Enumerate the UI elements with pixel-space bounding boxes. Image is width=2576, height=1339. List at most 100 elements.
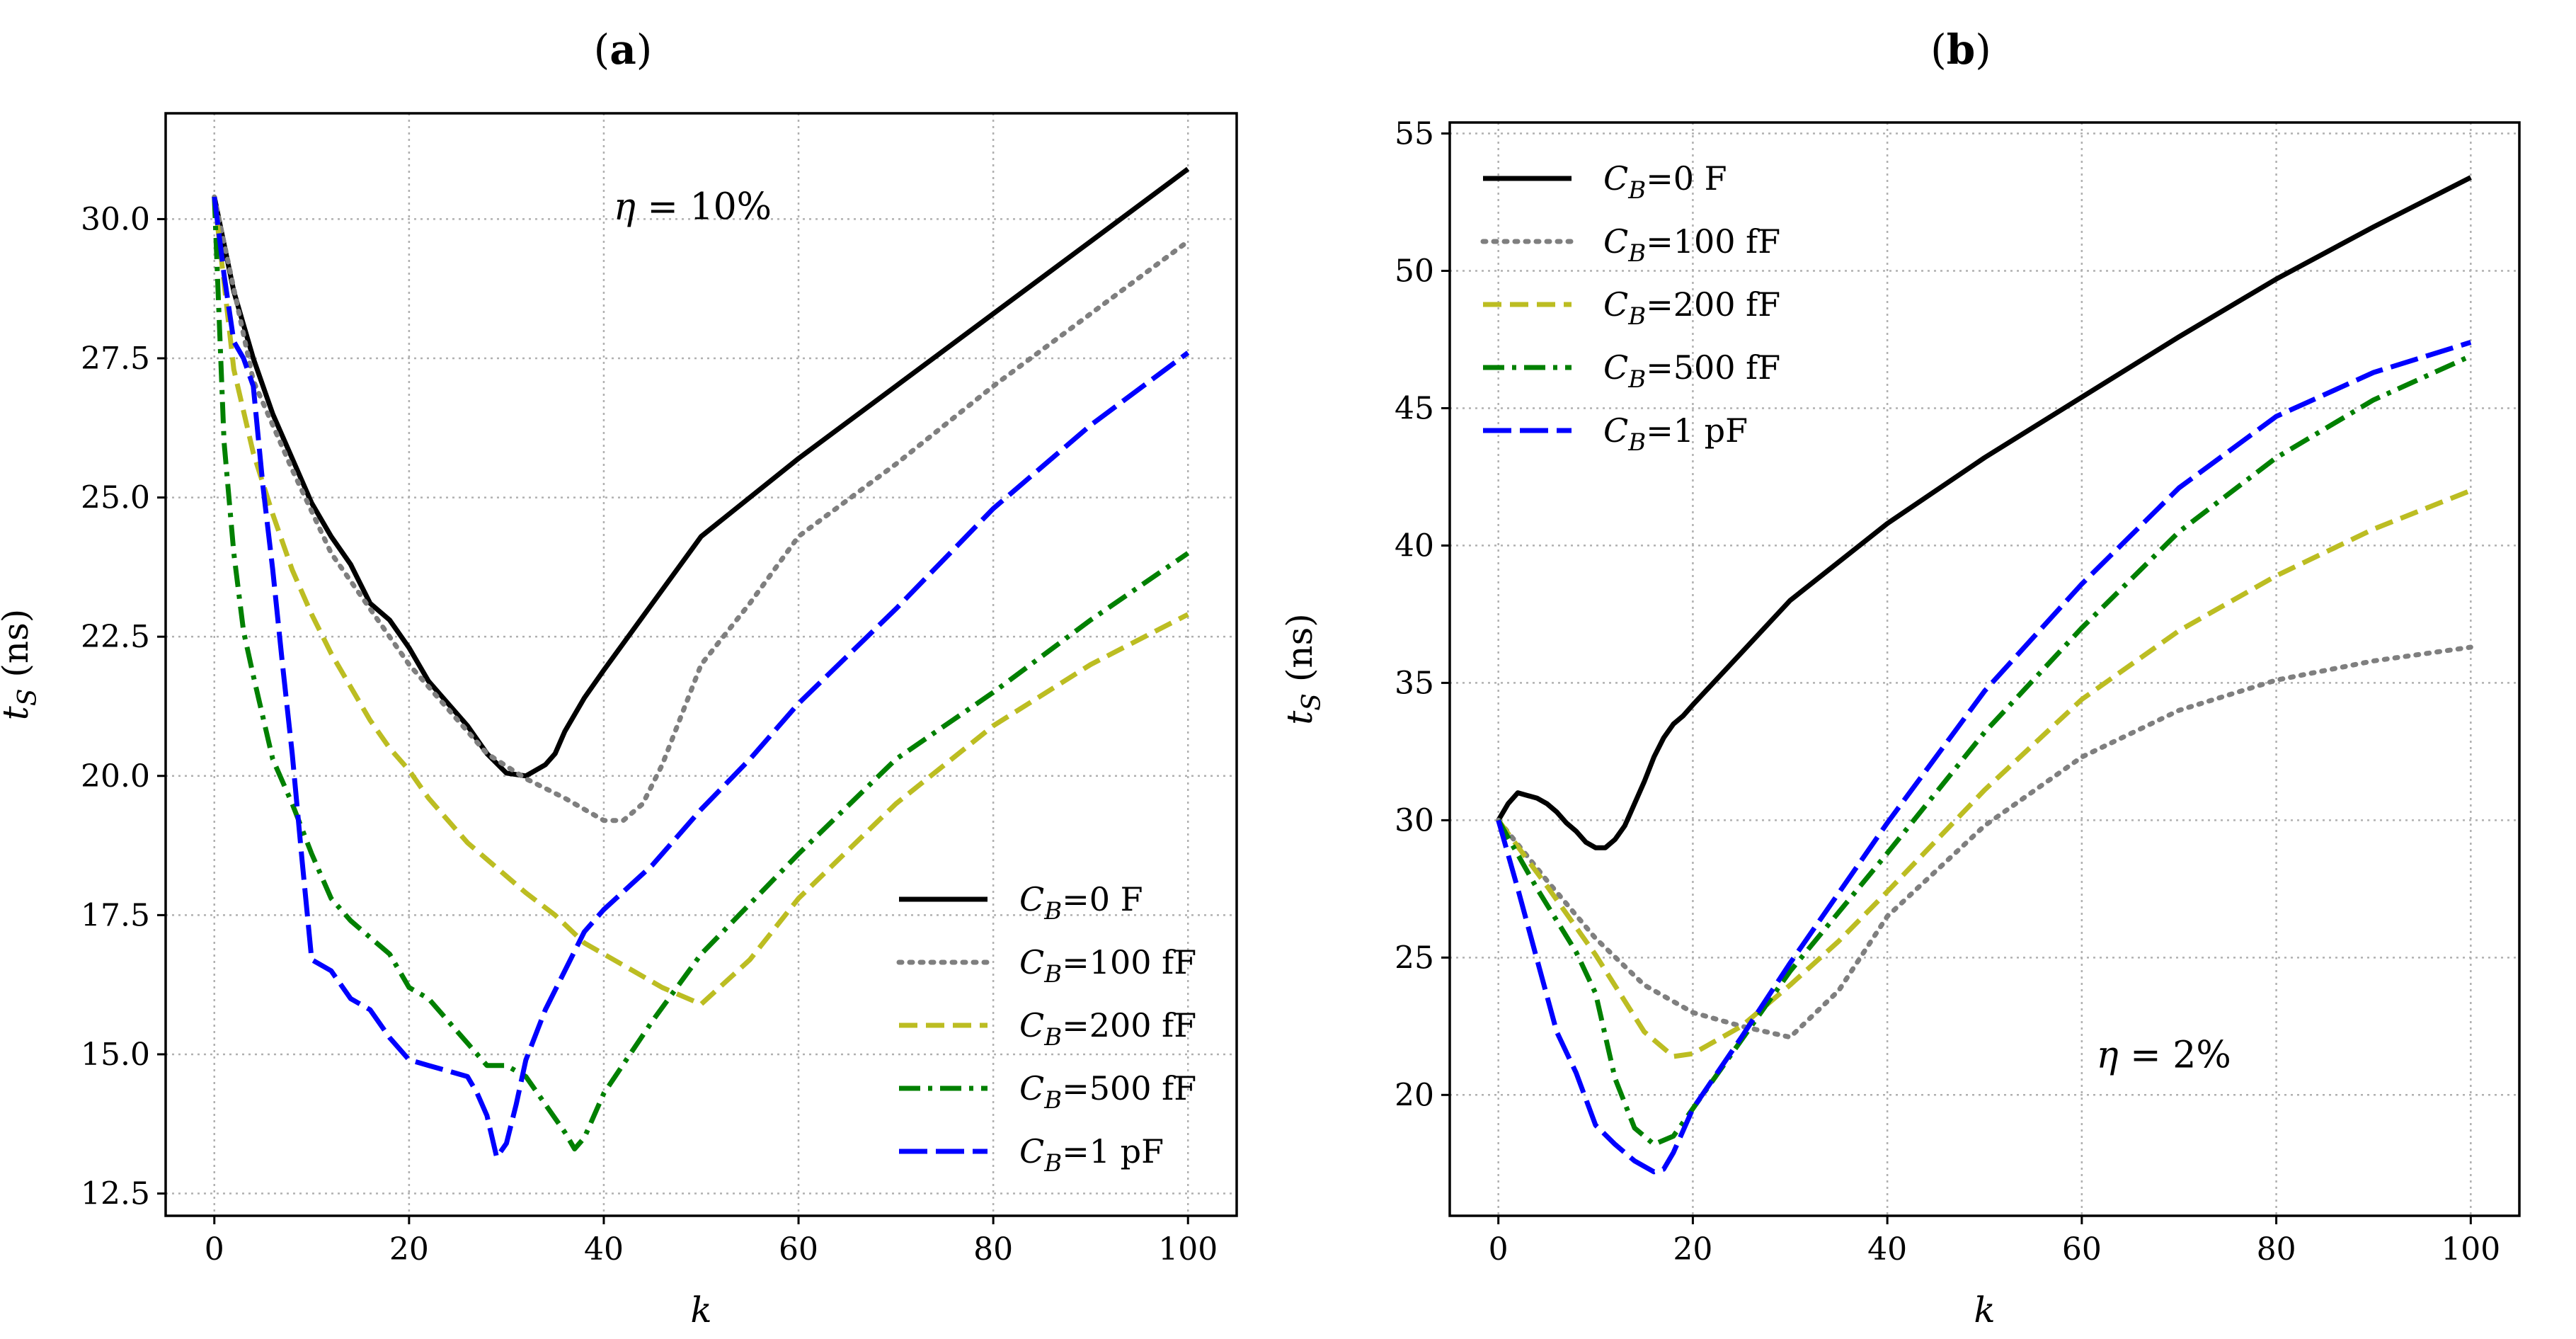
legend-label-value: =0 F	[1646, 159, 1727, 198]
y-axis-label-sub: S	[1298, 693, 1327, 711]
y-tick-label: 30	[1395, 802, 1434, 838]
panel-b: 0 20 40 60 80 100 20 25 30 35 40 45 50 55 k tS (ns) (b) η…	[1279, 25, 2521, 1331]
y-tick-label: 17.5	[81, 897, 150, 933]
legend-label-value: =500 fF	[1646, 348, 1780, 387]
legend-label-sub: B	[1627, 302, 1646, 331]
legend-label-sub: B	[1043, 897, 1062, 925]
eta-annotation: η = 10%	[614, 186, 772, 228]
eta-value: = 10%	[636, 186, 772, 228]
x-tick-label: 20	[1673, 1231, 1712, 1267]
x-tick-label: 80	[2257, 1231, 2296, 1267]
legend-label-sub: B	[1627, 428, 1646, 457]
legend-label-0: CB=0 F	[1019, 880, 1143, 925]
y-tick-label: 22.5	[81, 619, 150, 655]
y-tick-label: 50	[1395, 253, 1434, 289]
x-tick-label: 80	[973, 1231, 1013, 1267]
legend-label-3: CB=500 fF	[1019, 1069, 1196, 1115]
x-tick-label: 40	[584, 1231, 624, 1267]
series-line-2	[212, 196, 1189, 1007]
plot-frame	[1448, 121, 2521, 1217]
panel-title-letter: b	[1947, 25, 1976, 74]
series-line-1	[212, 194, 1191, 824]
legend-label-0: CB=0 F	[1603, 159, 1727, 205]
eta-symbol: η	[2096, 1035, 2118, 1077]
y-axis-label-unit: (ns)	[1279, 613, 1320, 693]
eta-value: = 2%	[2119, 1035, 2231, 1077]
y-tick-label: 25.0	[81, 480, 150, 516]
plot-frame	[164, 112, 1238, 1217]
legend-label-4: CB=1 pF	[1019, 1132, 1164, 1178]
x-axis-label: k	[1974, 1289, 1995, 1331]
legend-label-2: CB=200 fF	[1019, 1006, 1196, 1052]
series-line-3	[212, 196, 1190, 1152]
panel-title: (b)	[1930, 25, 1991, 74]
y-axis-label: tS (ns)	[1279, 613, 1327, 725]
x-tick-label: 60	[779, 1231, 818, 1267]
legend-label-value: =0 F	[1062, 880, 1143, 918]
legend-label-sub: B	[1043, 1086, 1062, 1115]
y-tick-label: 25	[1395, 940, 1434, 976]
y-tick-label: 20	[1395, 1077, 1434, 1113]
y-axis-label-sub: S	[13, 689, 42, 707]
y-tick-label: 55	[1395, 116, 1434, 152]
series-line-2	[1496, 488, 2472, 1059]
x-tick-label: 0	[205, 1231, 224, 1267]
x-tick-label: 100	[2441, 1231, 2500, 1267]
legend-label-1: CB=100 fF	[1603, 222, 1780, 268]
gridlines	[166, 113, 1237, 1216]
legend-label-3: CB=500 fF	[1603, 348, 1780, 394]
panel-title: (a)	[594, 25, 653, 74]
x-tick-label: 40	[1867, 1231, 1907, 1267]
series-lines	[1496, 175, 2473, 1175]
series-lines	[212, 166, 1191, 1160]
x-tick-label: 60	[2062, 1231, 2102, 1267]
y-tick-label: 15.0	[81, 1037, 150, 1073]
series-line-3	[1496, 353, 2472, 1147]
legend-label-value: =200 fF	[1062, 1006, 1196, 1044]
y-tick-label: 35	[1395, 665, 1434, 701]
ticks: 0 20 40 60 80 100 20 25 30 35 40 45 50 55	[1395, 116, 2500, 1267]
y-tick-label: 12.5	[81, 1176, 150, 1212]
legend-label-sub: B	[1043, 1149, 1062, 1178]
series-line-4	[1496, 340, 2472, 1175]
series-line-0	[1496, 175, 2472, 850]
legend-label-sub: B	[1627, 176, 1646, 205]
series-line-4	[212, 196, 1190, 1160]
y-axis-label-main: t	[1279, 710, 1320, 725]
eta-annotation: η = 2%	[2096, 1035, 2231, 1077]
y-axis-label: tS (ns)	[0, 609, 42, 721]
x-tick-label: 0	[1489, 1231, 1509, 1267]
legend: CB=0 F CB=100 fF CB=200 fF CB=500 fF CB=1 pF	[1480, 159, 1780, 457]
legend: CB=0 F CB=100 fF CB=200 fF CB=500 fF CB=1 pF	[896, 880, 1196, 1178]
legend-label-4: CB=1 pF	[1603, 411, 1748, 457]
eta-symbol: η	[614, 186, 636, 228]
legend-label-value: =500 fF	[1062, 1069, 1196, 1107]
legend-label-value: =100 fF	[1062, 943, 1196, 981]
y-tick-label: 30.0	[81, 201, 150, 237]
legend-label-sub: B	[1043, 960, 1062, 988]
legend-label-sub: B	[1627, 365, 1646, 394]
legend-label-sub: B	[1627, 239, 1646, 268]
legend-label-value: =100 fF	[1646, 222, 1780, 261]
legend-label-value: =1 pF	[1646, 411, 1748, 450]
x-tick-label: 20	[389, 1231, 429, 1267]
y-axis-label-unit: (ns)	[0, 609, 36, 689]
legend-label-sub: B	[1043, 1023, 1062, 1052]
legend-label-value: =1 pF	[1062, 1132, 1164, 1170]
x-axis-label: k	[690, 1289, 711, 1331]
legend-label-2: CB=200 fF	[1603, 285, 1780, 331]
y-axis-label-main: t	[0, 705, 36, 720]
panel-title-letter: a	[609, 25, 636, 74]
legend-label-value: =200 fF	[1646, 285, 1780, 324]
y-tick-label: 45	[1395, 390, 1434, 426]
series-line-0	[212, 166, 1190, 779]
y-tick-label: 20.0	[81, 758, 150, 794]
ticks: 0 20 40 60 80 100 12.5 15.0 17.5 20.0 22.5 25.0 27.5…	[81, 201, 1218, 1267]
x-tick-label: 100	[1158, 1231, 1218, 1267]
y-tick-label: 40	[1395, 528, 1434, 564]
series-line-1	[1496, 644, 2473, 1040]
legend-label-1: CB=100 fF	[1019, 943, 1196, 988]
panel-a: 0 20 40 60 80 100 12.5 15.0 17.5 20.0 22.5 25.0 27.5…	[0, 25, 1238, 1331]
y-tick-label: 27.5	[81, 341, 150, 377]
